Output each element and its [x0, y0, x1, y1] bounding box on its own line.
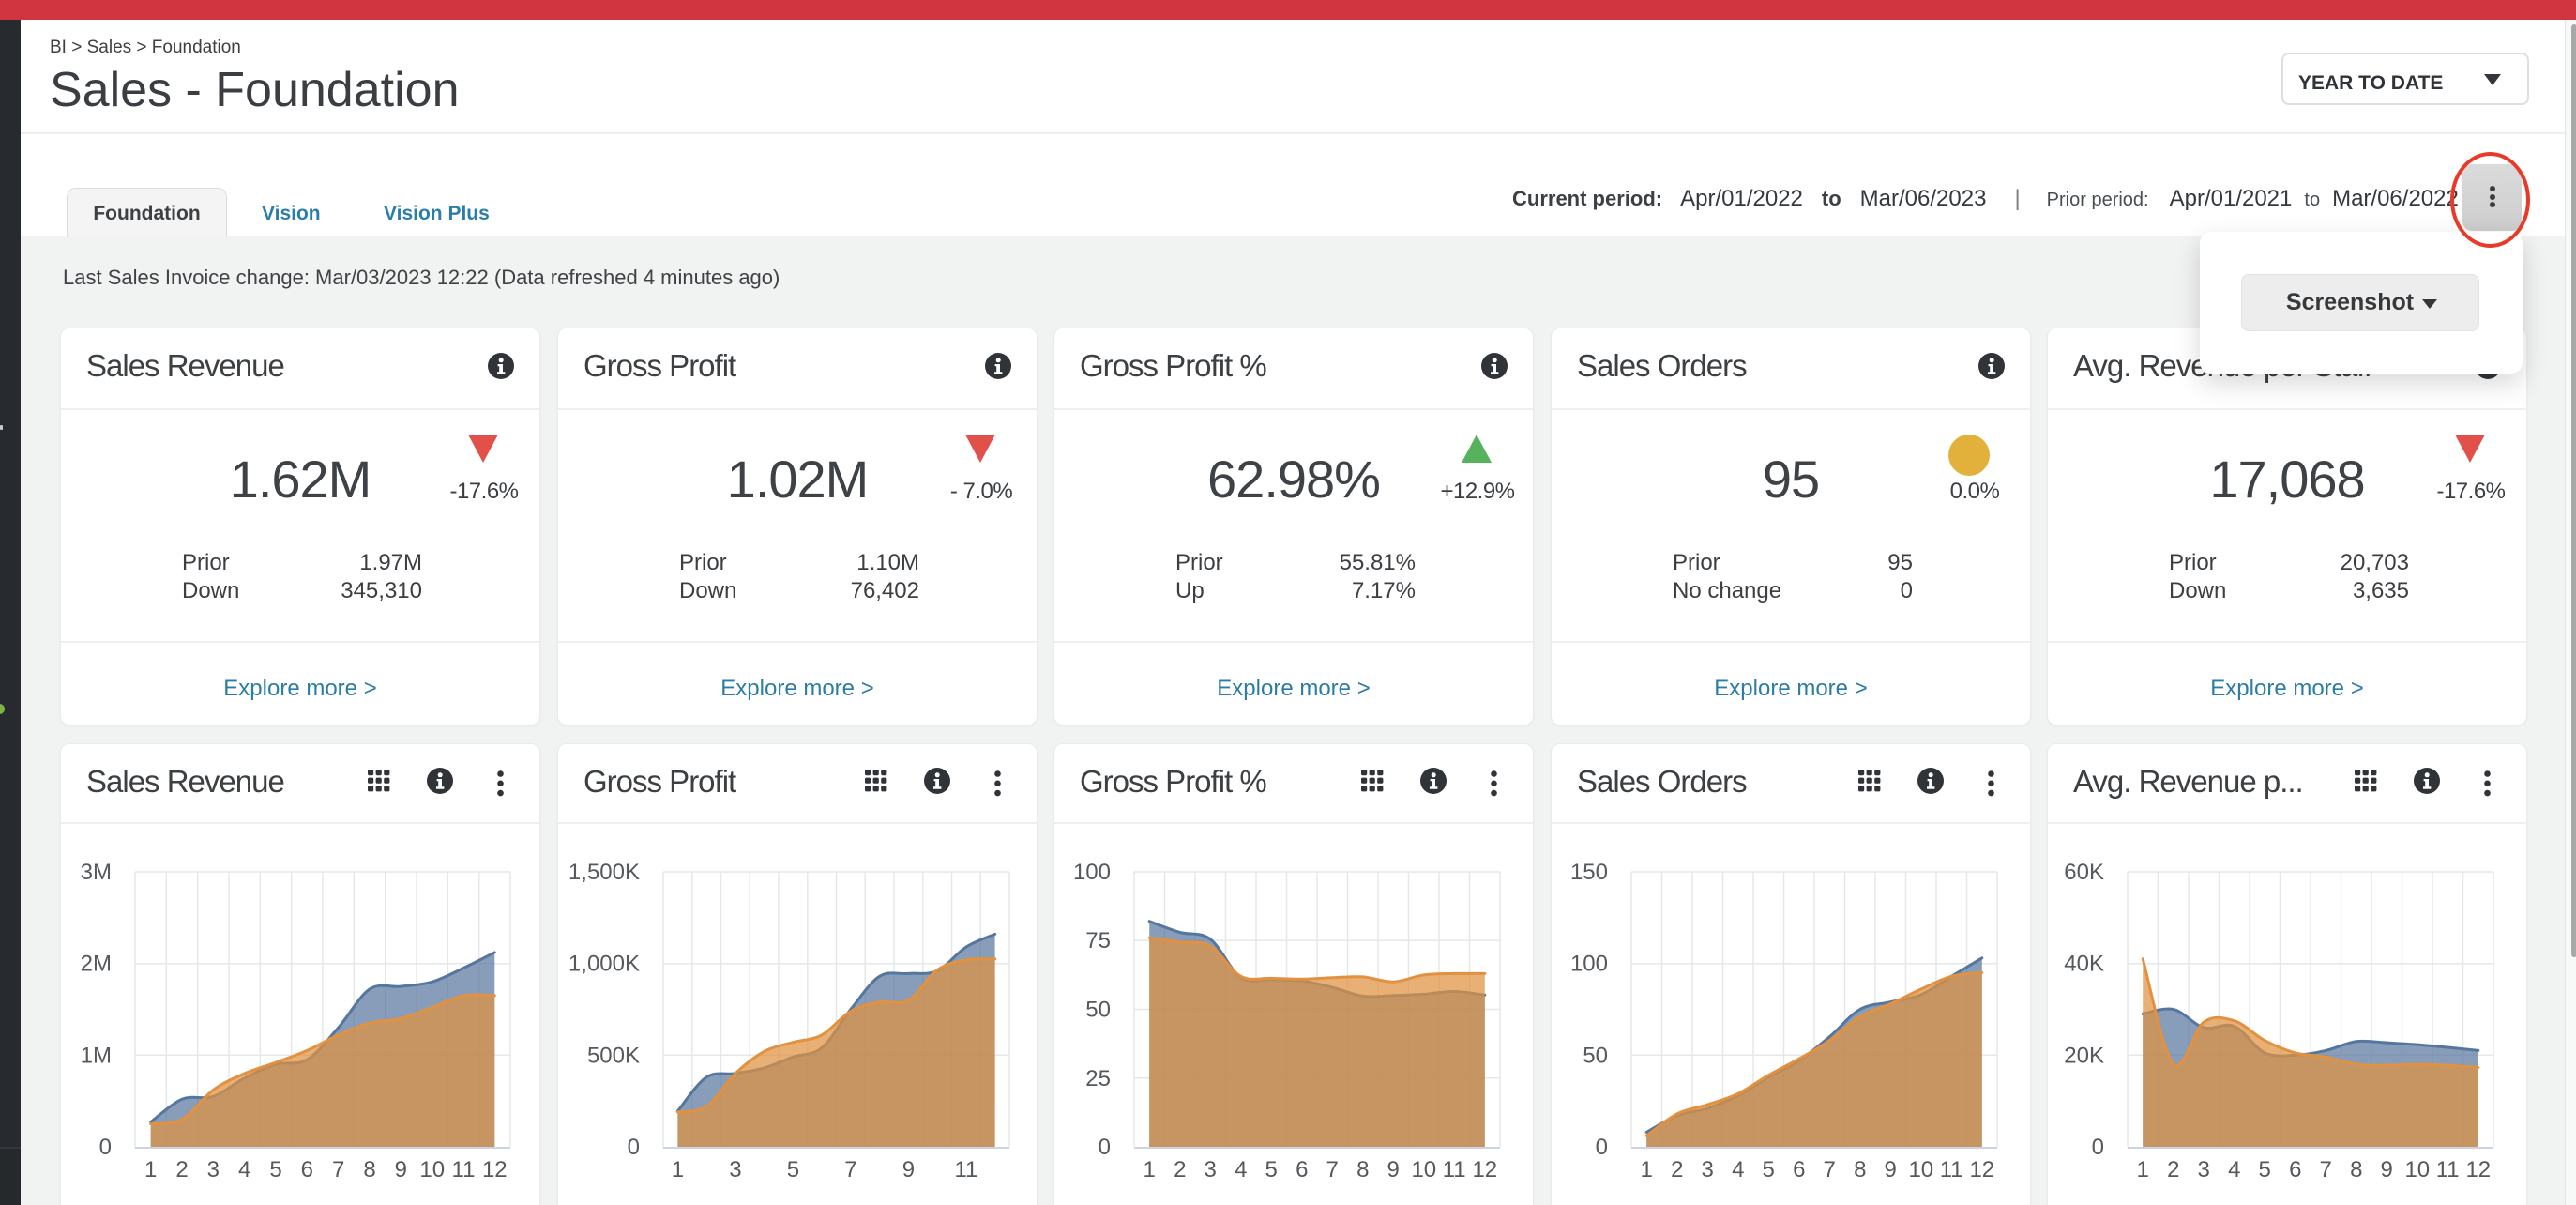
- svg-text:8: 8: [1854, 1157, 1866, 1182]
- svg-text:7: 7: [332, 1157, 344, 1182]
- svg-text:1: 1: [1144, 1157, 1156, 1182]
- svg-text:0: 0: [628, 1135, 640, 1160]
- svg-text:10: 10: [1411, 1157, 1436, 1182]
- svg-text:2M: 2M: [81, 952, 112, 977]
- svg-text:10: 10: [419, 1157, 445, 1182]
- svg-text:40K: 40K: [2064, 952, 2104, 977]
- svg-text:4: 4: [2228, 1157, 2240, 1182]
- svg-text:9: 9: [902, 1157, 915, 1182]
- svg-text:5: 5: [1763, 1157, 1775, 1182]
- svg-text:3M: 3M: [81, 860, 112, 885]
- svg-text:4: 4: [238, 1157, 250, 1182]
- svg-text:0: 0: [1099, 1135, 1111, 1160]
- svg-text:75: 75: [1085, 928, 1111, 953]
- svg-text:2: 2: [1174, 1157, 1186, 1182]
- svg-text:3: 3: [1702, 1157, 1714, 1182]
- svg-text:10: 10: [2404, 1157, 2430, 1182]
- svg-text:5: 5: [2259, 1157, 2271, 1182]
- svg-text:1,000K: 1,000K: [568, 952, 640, 977]
- svg-text:6: 6: [1793, 1157, 1805, 1182]
- svg-text:20K: 20K: [2064, 1043, 2104, 1068]
- svg-text:60K: 60K: [2064, 860, 2104, 885]
- svg-text:8: 8: [363, 1157, 375, 1182]
- svg-text:0: 0: [1596, 1135, 1608, 1160]
- svg-text:8: 8: [1356, 1157, 1369, 1182]
- svg-text:9: 9: [1387, 1157, 1400, 1182]
- svg-text:3: 3: [2198, 1157, 2210, 1182]
- svg-text:0: 0: [99, 1135, 112, 1160]
- svg-text:1,500K: 1,500K: [568, 860, 640, 885]
- svg-text:500K: 500K: [587, 1043, 640, 1068]
- svg-text:11: 11: [1443, 1157, 1466, 1182]
- svg-text:9: 9: [2381, 1157, 2393, 1182]
- svg-text:2: 2: [175, 1157, 188, 1182]
- svg-text:6: 6: [1296, 1157, 1308, 1182]
- svg-text:3: 3: [729, 1157, 741, 1182]
- svg-text:6: 6: [301, 1157, 313, 1182]
- svg-text:9: 9: [395, 1157, 407, 1182]
- svg-text:3: 3: [1205, 1157, 1217, 1182]
- svg-text:6: 6: [2289, 1157, 2301, 1182]
- svg-text:100: 100: [1570, 952, 1608, 977]
- svg-text:7: 7: [1824, 1157, 1836, 1182]
- svg-text:100: 100: [1073, 860, 1111, 885]
- svg-text:50: 50: [1085, 998, 1111, 1023]
- svg-text:5: 5: [1265, 1157, 1278, 1182]
- svg-text:2: 2: [1671, 1157, 1683, 1182]
- svg-text:25: 25: [1085, 1066, 1111, 1091]
- svg-text:5: 5: [787, 1157, 799, 1182]
- svg-text:4: 4: [1732, 1157, 1744, 1182]
- svg-text:11: 11: [1940, 1157, 1963, 1182]
- svg-text:1M: 1M: [81, 1043, 112, 1068]
- svg-text:3: 3: [207, 1157, 220, 1182]
- svg-text:4: 4: [1235, 1157, 1247, 1182]
- svg-text:1: 1: [1641, 1157, 1653, 1182]
- svg-text:1: 1: [672, 1157, 684, 1182]
- svg-text:50: 50: [1583, 1043, 1608, 1068]
- svg-text:11: 11: [452, 1157, 476, 1182]
- svg-text:12: 12: [2465, 1157, 2491, 1182]
- svg-text:5: 5: [269, 1157, 281, 1182]
- svg-text:0: 0: [2092, 1135, 2104, 1160]
- svg-text:2: 2: [2167, 1157, 2179, 1182]
- svg-text:11: 11: [954, 1157, 977, 1182]
- svg-text:9: 9: [1885, 1157, 1897, 1182]
- svg-text:12: 12: [1472, 1157, 1497, 1182]
- svg-text:12: 12: [482, 1157, 508, 1182]
- svg-text:10: 10: [1908, 1157, 1933, 1182]
- svg-text:7: 7: [844, 1157, 856, 1182]
- svg-text:12: 12: [1969, 1157, 1994, 1182]
- svg-text:150: 150: [1570, 860, 1608, 885]
- svg-text:7: 7: [1326, 1157, 1339, 1182]
- svg-text:11: 11: [2436, 1157, 2460, 1182]
- svg-text:7: 7: [2320, 1157, 2332, 1182]
- svg-text:1: 1: [144, 1157, 157, 1182]
- svg-text:8: 8: [2350, 1157, 2362, 1182]
- svg-text:1: 1: [2137, 1157, 2149, 1182]
